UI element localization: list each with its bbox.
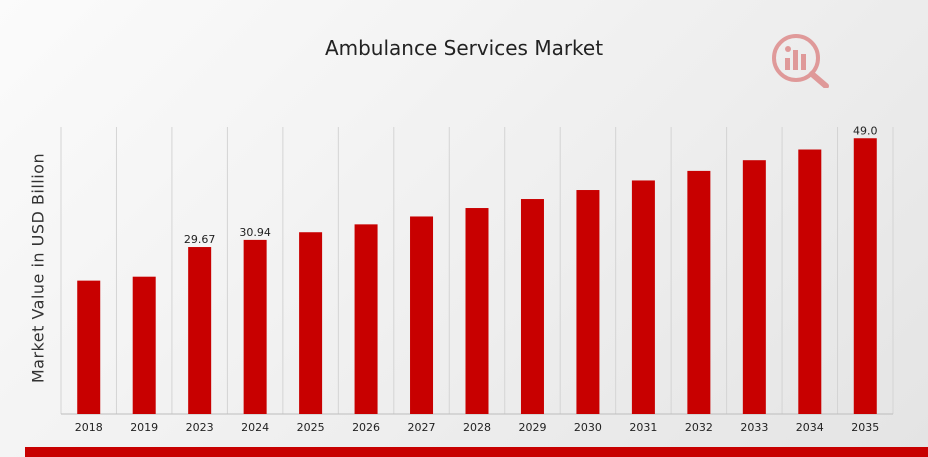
x-tick-label: 2019 (130, 421, 158, 434)
x-tick-label: 2023 (186, 421, 214, 434)
x-tick-label: 2025 (297, 421, 325, 434)
bar (132, 276, 156, 414)
chart-title: Ambulance Services Market (324, 36, 604, 60)
x-tick-label: 2035 (851, 421, 879, 434)
data-label: 30.94 (239, 226, 271, 239)
bar (798, 149, 822, 414)
bar (853, 138, 877, 415)
bar (576, 190, 600, 414)
y-axis-label: Market Value in USD Billion (28, 152, 48, 384)
bar (243, 239, 267, 414)
bar (742, 160, 766, 414)
x-tick-label: 2028 (463, 421, 491, 434)
bar (687, 170, 711, 414)
bar (77, 280, 101, 414)
bar (188, 247, 212, 414)
bar (631, 180, 655, 414)
x-tick-label: 2027 (408, 421, 436, 434)
x-tick-label: 2026 (352, 421, 380, 434)
x-tick-label: 2032 (685, 421, 713, 434)
x-tick-label: 2031 (629, 421, 657, 434)
bar (520, 199, 544, 414)
x-tick-label: 2029 (518, 421, 546, 434)
x-tick-label: 2030 (574, 421, 602, 434)
bar (410, 216, 434, 414)
x-tick-label: 2033 (740, 421, 768, 434)
data-label: 49.0 (853, 124, 878, 137)
bar (299, 232, 323, 414)
market-research-logo-icon (772, 34, 829, 88)
bar (465, 208, 489, 414)
x-tick-label: 2018 (75, 421, 103, 434)
data-label: 29.67 (184, 233, 216, 246)
bar (354, 224, 378, 414)
bottom-accent-bar (25, 447, 928, 457)
x-tick-label: 2024 (241, 421, 269, 434)
x-tick-label: 2034 (796, 421, 824, 434)
